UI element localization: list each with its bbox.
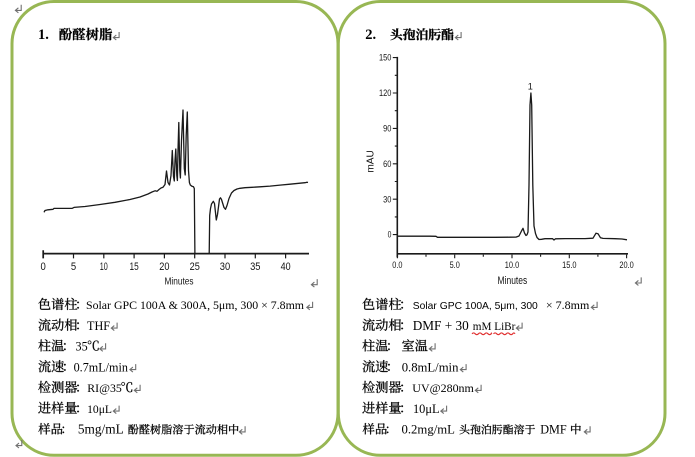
svg-text:0.2mg/mL: 0.2mg/mL <box>402 423 456 437</box>
svg-text:DMF + 30: DMF + 30 <box>413 318 469 333</box>
svg-text:THF: THF <box>87 319 110 333</box>
svg-text:10.0: 10.0 <box>505 260 519 271</box>
svg-text:90: 90 <box>383 124 391 135</box>
svg-text:25: 25 <box>190 261 200 273</box>
svg-text:UV@280nm: UV@280nm <box>412 381 474 395</box>
svg-text:20.0: 20.0 <box>619 260 633 271</box>
svg-text:150: 150 <box>379 53 391 64</box>
svg-text:RI@35: RI@35 <box>87 381 122 395</box>
svg-text:0: 0 <box>41 261 46 273</box>
svg-text:0.8mL/min: 0.8mL/min <box>402 360 459 374</box>
svg-text:35: 35 <box>250 261 260 273</box>
svg-text:0.0: 0.0 <box>392 260 402 271</box>
svg-text:10: 10 <box>100 261 108 273</box>
svg-text:mAU: mAU <box>366 150 377 173</box>
svg-text:mM LiBr: mM LiBr <box>473 321 516 333</box>
svg-text:5.0: 5.0 <box>450 260 460 271</box>
svg-text:15: 15 <box>130 261 139 273</box>
svg-text:Minutes: Minutes <box>498 275 528 287</box>
svg-text:30: 30 <box>220 261 230 273</box>
svg-text:0.7mL/min: 0.7mL/min <box>74 360 128 374</box>
svg-text:1.: 1. <box>38 27 49 43</box>
svg-text:10μL: 10μL <box>87 403 112 416</box>
svg-text:Solar GPC 100A & 300A, 5μm, 30: Solar GPC 100A & 300A, 5μm, 300 × 7.8mm <box>86 298 305 312</box>
svg-text:× 7.8mm: × 7.8mm <box>546 298 590 312</box>
svg-text:10μL: 10μL <box>413 402 440 416</box>
svg-text:DMF: DMF <box>540 423 567 437</box>
svg-text:30: 30 <box>383 194 391 205</box>
svg-text:20: 20 <box>159 261 169 273</box>
svg-text:15.0: 15.0 <box>562 260 576 271</box>
svg-text:120: 120 <box>379 88 391 99</box>
svg-text:40: 40 <box>281 261 291 273</box>
svg-text:5: 5 <box>71 261 76 273</box>
svg-text:2.: 2. <box>365 27 376 43</box>
svg-text:Solar GPC 100A, 5μm, 300: Solar GPC 100A, 5μm, 300 <box>413 301 538 312</box>
svg-text:1: 1 <box>528 82 533 92</box>
svg-text:Minutes: Minutes <box>165 277 194 288</box>
svg-text:60: 60 <box>383 159 391 170</box>
svg-text:35: 35 <box>76 340 88 354</box>
svg-text:5mg/mL: 5mg/mL <box>78 422 124 437</box>
svg-text:0: 0 <box>388 230 392 241</box>
